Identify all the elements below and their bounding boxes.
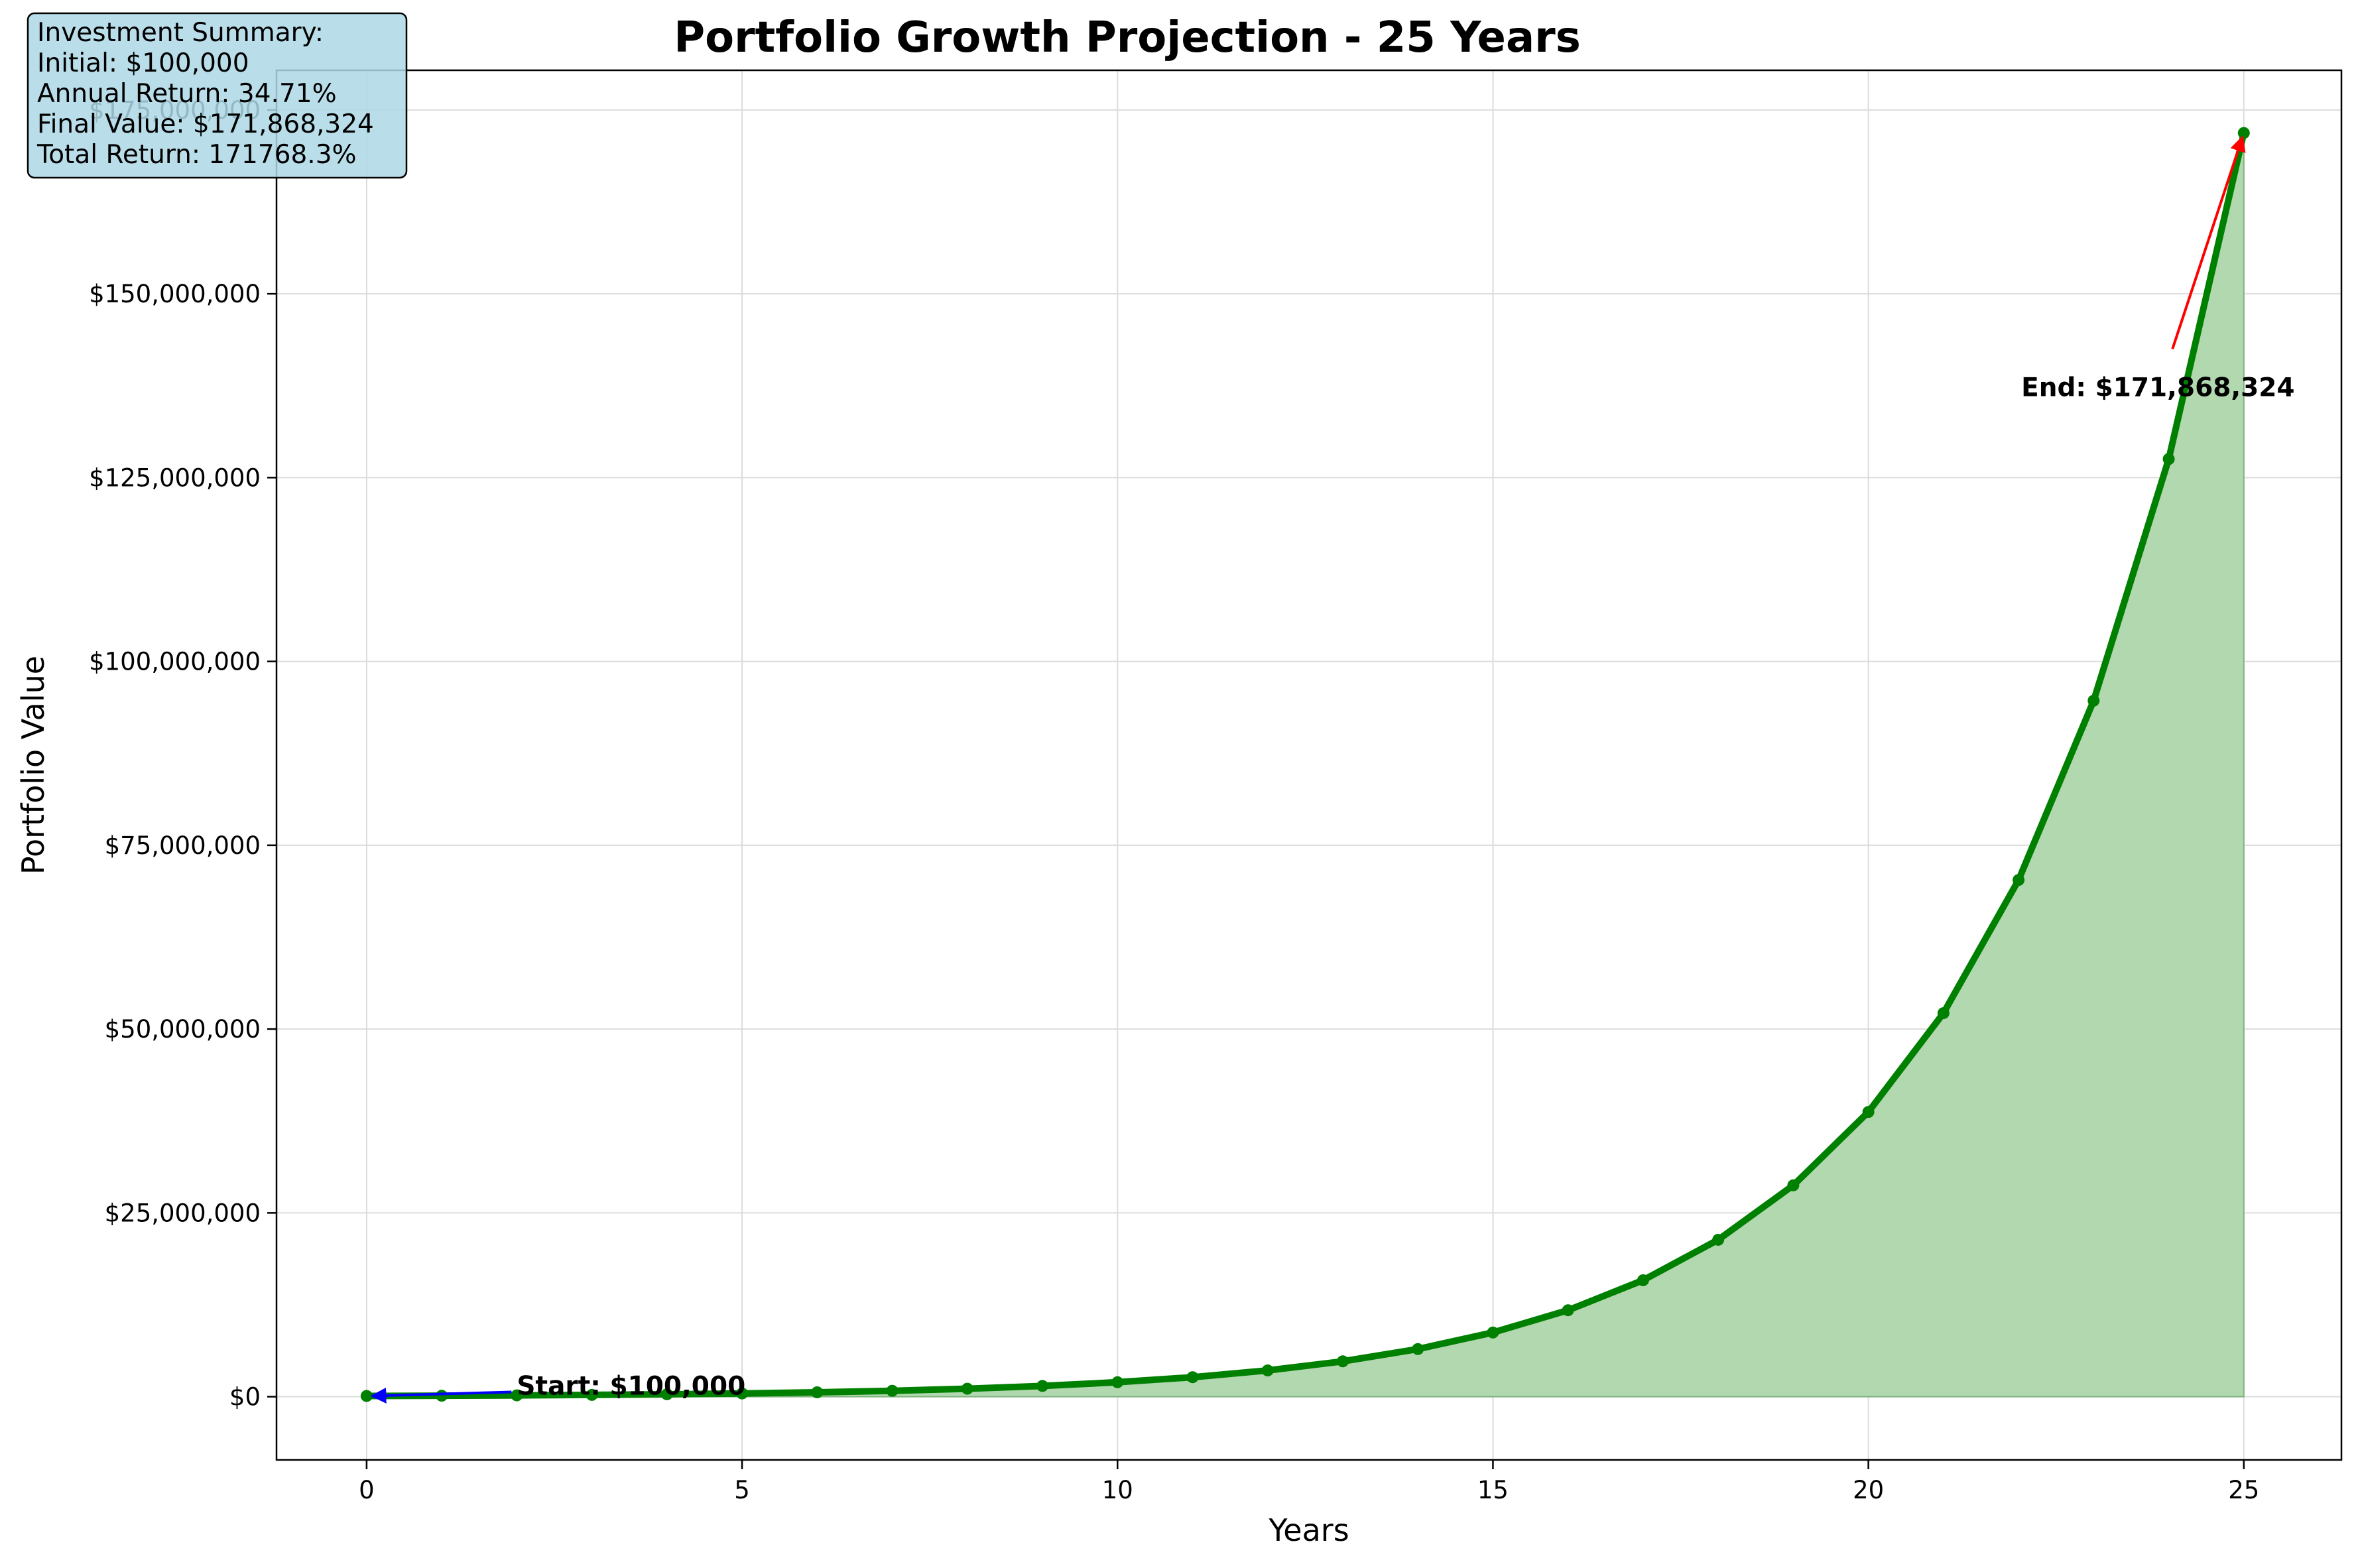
data-point-year-19 xyxy=(1787,1179,1800,1191)
summary-line-2: Initial: $100,000 xyxy=(37,48,249,78)
data-point-year-7 xyxy=(886,1384,899,1397)
y-tick-label: $25,000,000 xyxy=(105,1199,261,1227)
summary-box-background xyxy=(27,12,408,179)
area-fill-layer xyxy=(365,133,2245,1398)
data-point-year-10 xyxy=(1111,1376,1124,1388)
x-axis-ticks: 0 5 10 15 20 25 xyxy=(359,1460,2259,1504)
data-point-year-18 xyxy=(1712,1233,1725,1246)
y-tick-label: $125,000,000 xyxy=(89,463,261,492)
data-point-year-15 xyxy=(1487,1326,1499,1339)
data-point-year-22 xyxy=(2013,874,2025,886)
summary-line-3: Annual Return: 34.71% xyxy=(37,79,337,109)
data-point-year-13 xyxy=(1336,1355,1349,1368)
start-annotation-label: Start: $100,000 xyxy=(517,1372,745,1402)
y-tick-label: $50,000,000 xyxy=(105,1015,261,1044)
x-tick-label: 10 xyxy=(1102,1476,1133,1504)
data-point-year-23 xyxy=(2087,694,2100,707)
y-axis-ticks: $0 $25,000,000 $50,000,000 $75,000,000 $100,… xyxy=(89,96,277,1412)
x-axis-label: Years xyxy=(1268,1512,1349,1548)
summary-line-1: Investment Summary: xyxy=(37,18,324,48)
series-line-layer xyxy=(363,129,2247,1400)
data-point-year-16 xyxy=(1562,1304,1574,1317)
summary-line-4: Final Value: $171,868,324 xyxy=(37,109,374,139)
data-point-year-11 xyxy=(1186,1371,1199,1384)
plot-area-frame xyxy=(275,69,2343,1461)
y-axis-label: Portfolio Value xyxy=(15,656,51,874)
data-point-year-1 xyxy=(436,1390,448,1402)
x-tick-label: 5 xyxy=(734,1476,750,1504)
summary-line-5: Total Return: 171768.3% xyxy=(36,140,357,170)
data-point-year-4 xyxy=(660,1388,673,1400)
data-point-year-25 xyxy=(2237,127,2250,139)
data-point-year-14 xyxy=(1412,1343,1424,1355)
data-point-year-9 xyxy=(1036,1380,1049,1392)
x-tick-label: 25 xyxy=(2228,1476,2259,1504)
y-tick-label: $75,000,000 xyxy=(105,831,261,860)
x-tick-label: 0 xyxy=(359,1476,375,1504)
data-point-year-8 xyxy=(961,1382,973,1395)
data-point-year-5 xyxy=(736,1387,749,1400)
data-point-year-0 xyxy=(360,1390,373,1402)
chart-title: Portfolio Growth Projection - 25 Years xyxy=(674,13,1581,62)
y-tick-label: $150,000,000 xyxy=(89,280,261,308)
data-point-year-20 xyxy=(1862,1106,1875,1118)
end-annotation-arrow xyxy=(2171,135,2246,349)
data-point-year-3 xyxy=(586,1388,598,1401)
summary-text-lines: Investment Summary:Initial: $100,000Annu… xyxy=(36,18,374,170)
start-annotation-arrow xyxy=(370,1387,512,1404)
y-tick-label: $0 xyxy=(229,1383,261,1412)
x-tick-label: 15 xyxy=(1477,1476,1509,1504)
area-fill xyxy=(365,133,2245,1398)
x-tick-label: 20 xyxy=(1853,1476,1884,1504)
data-point-year-17 xyxy=(1637,1274,1649,1286)
end-annotation-label: End: $171,868,324 xyxy=(2021,373,2295,402)
annotations-layer: Start: $100,000 End: $171,868,324 xyxy=(370,135,2295,1404)
investment-summary-box: Investment Summary:Initial: $100,000Annu… xyxy=(27,12,408,179)
data-point-year-12 xyxy=(1261,1364,1274,1377)
y-tick-label: $100,000,000 xyxy=(89,648,261,676)
data-point-year-2 xyxy=(511,1389,523,1402)
series-line xyxy=(363,129,2247,1400)
data-point-year-6 xyxy=(811,1386,824,1398)
data-point-year-21 xyxy=(1937,1007,1950,1020)
data-point-year-24 xyxy=(2162,453,2175,465)
